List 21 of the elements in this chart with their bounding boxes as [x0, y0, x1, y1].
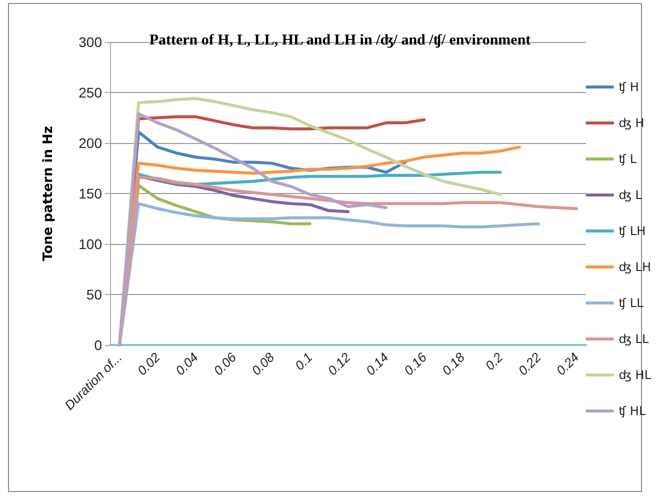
- legend-label: ʤ HL: [618, 368, 652, 382]
- x-tick-label: 0.2: [482, 349, 506, 374]
- y-tick-label: 0: [94, 337, 102, 353]
- y-tick-label: 50: [86, 286, 102, 302]
- legend-label: ʤ L: [618, 188, 642, 202]
- legend-label: ʧ HL: [618, 404, 646, 418]
- y-tick-label: 100: [78, 236, 102, 252]
- legend-label: ʤ LL: [618, 332, 649, 346]
- legend-label: ʤ LH: [618, 260, 652, 274]
- y-tick-label: 150: [78, 186, 102, 202]
- legend-label: ʧ L: [618, 152, 637, 166]
- y-tick-label: 300: [78, 34, 102, 50]
- y-tick-label: 200: [78, 135, 102, 151]
- legend-label: ʤ H: [618, 116, 644, 130]
- legend-label: ʧ H: [618, 80, 639, 94]
- y-axis-title: Tone pattern in Hz: [41, 126, 56, 261]
- legend-label: ʧ LL: [618, 296, 644, 310]
- legend-label: ʧ LH: [618, 224, 646, 238]
- x-tick-label: 0.1: [292, 350, 316, 374]
- y-tick-label: 250: [78, 84, 102, 100]
- chart-title: Pattern of H, L, LL, HL and LH in /ʤ/ and /ʧ/ environment: [149, 32, 531, 48]
